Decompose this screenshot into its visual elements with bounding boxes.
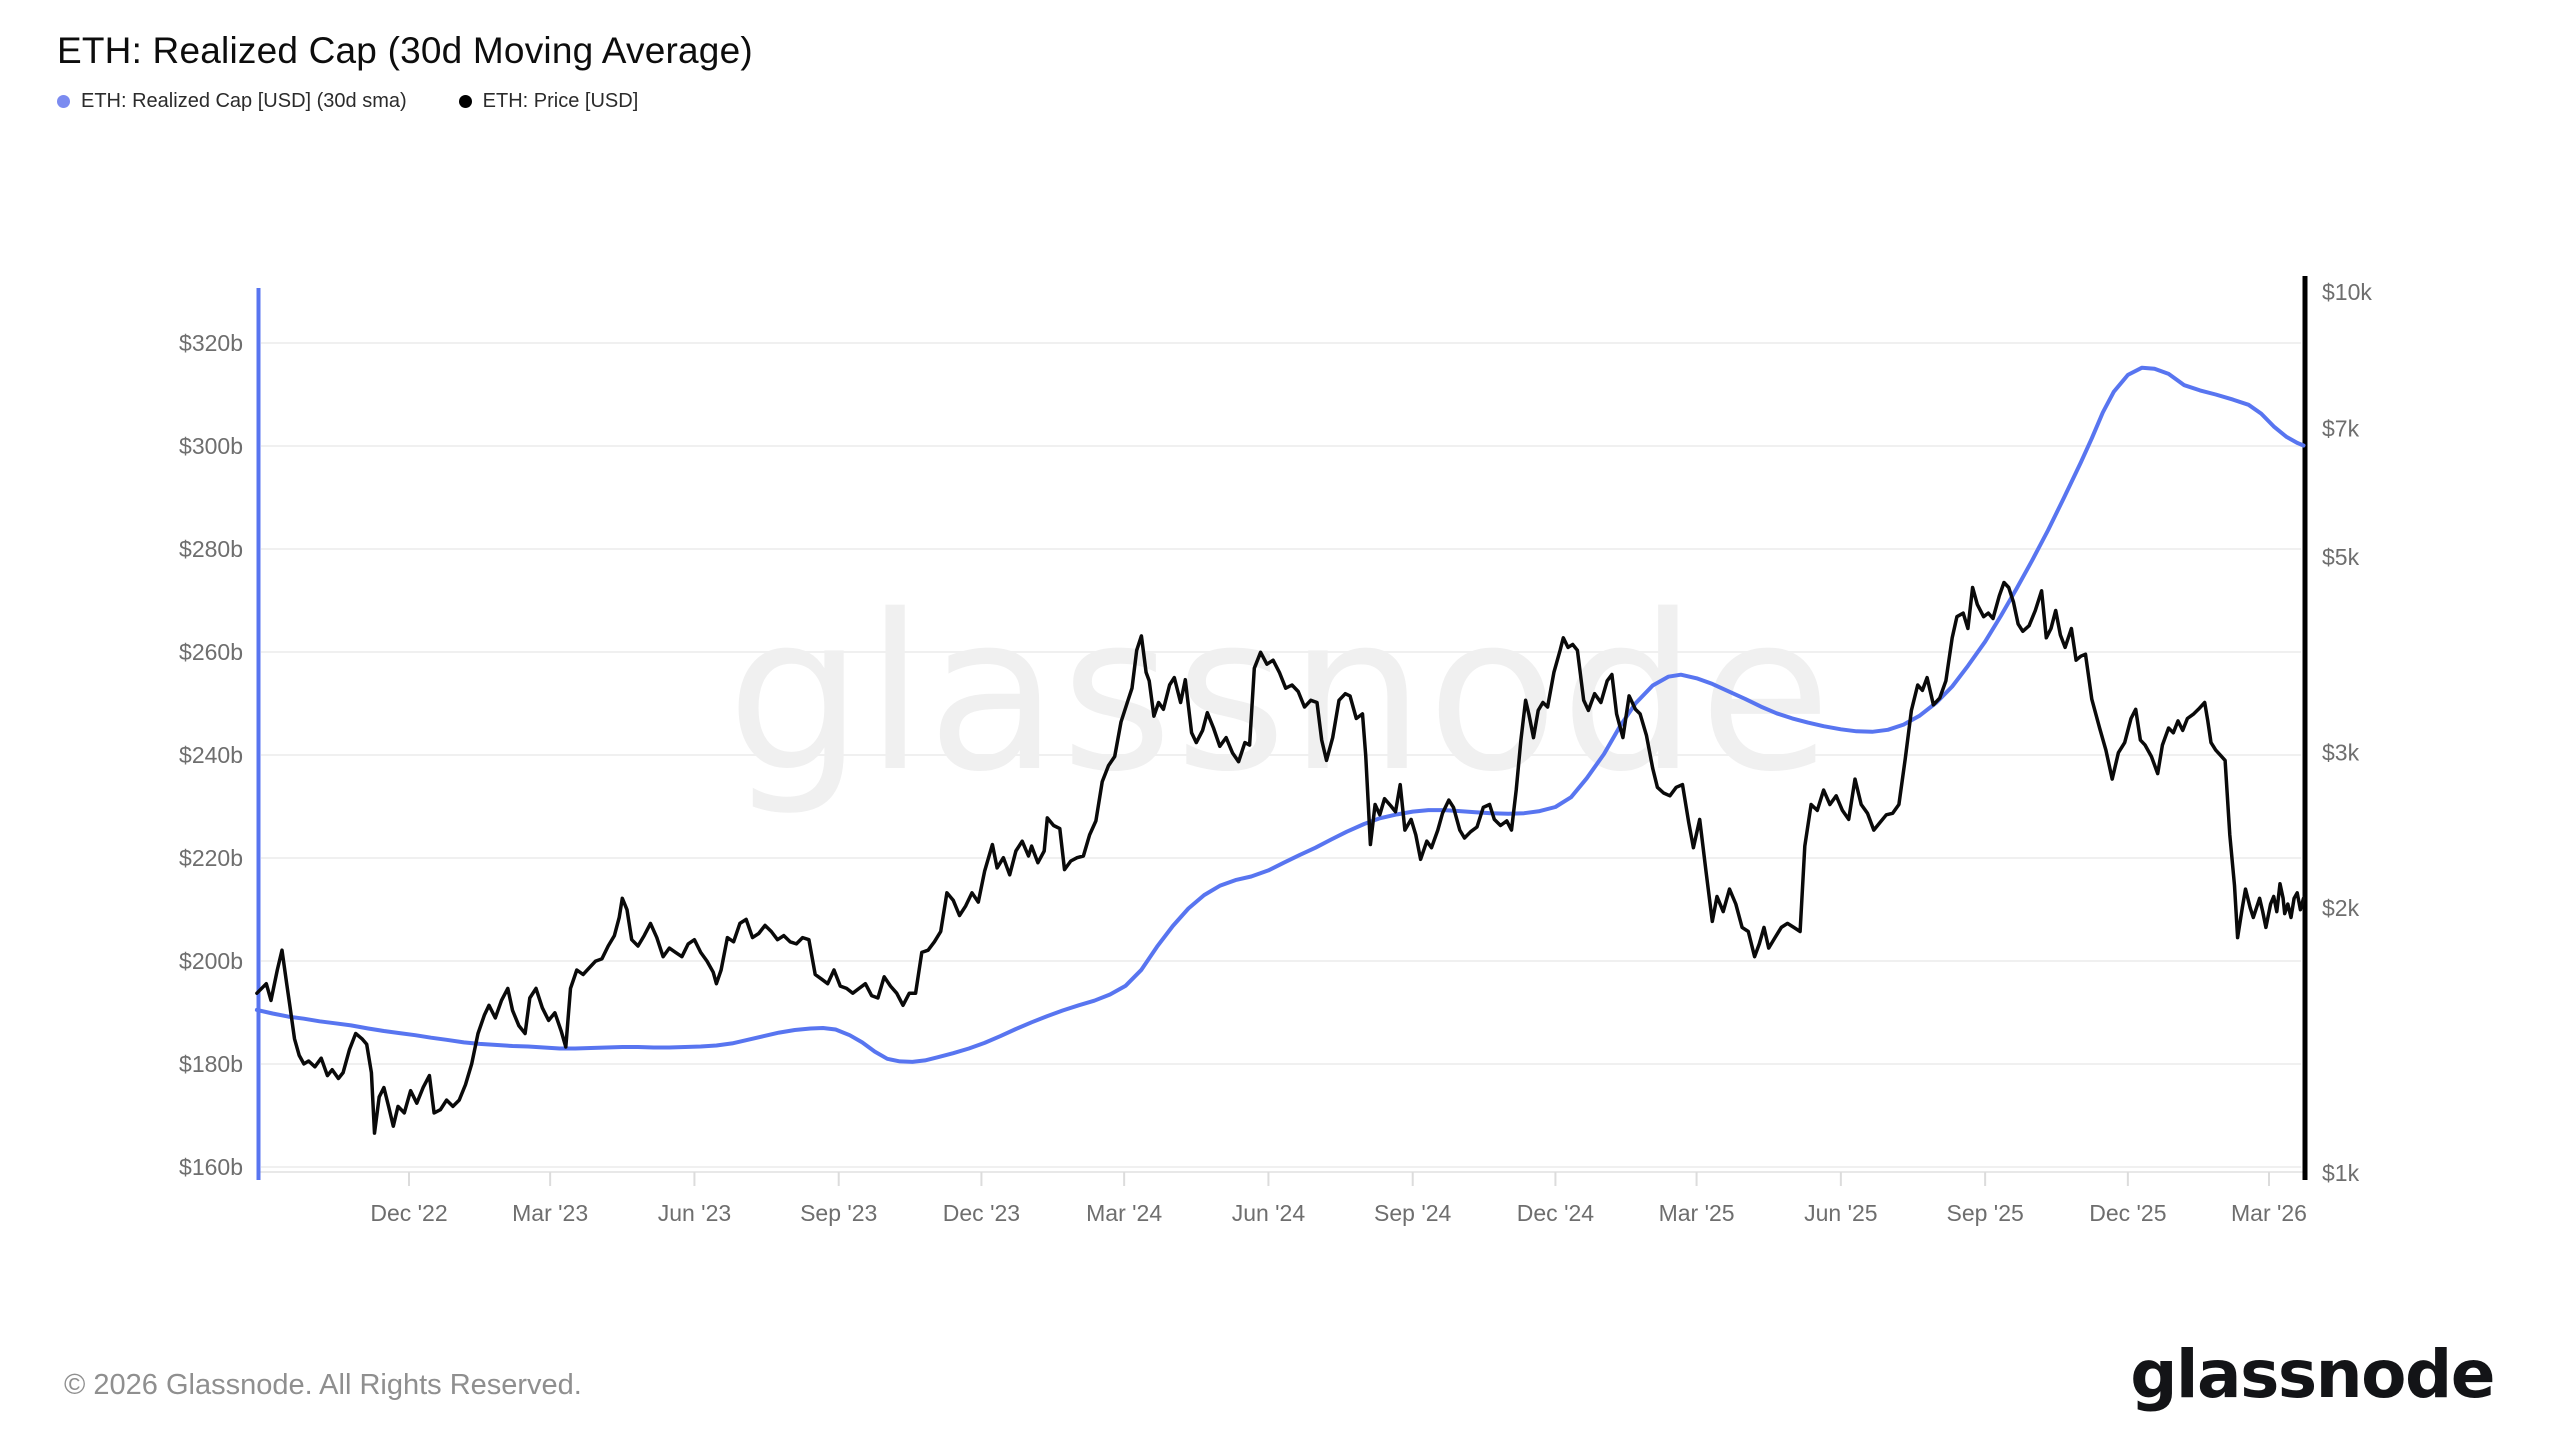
legend-item-realized-cap[interactable]: ETH: Realized Cap [USD] (30d sma) <box>57 90 407 113</box>
y-axis-label-left: $260b <box>179 639 243 665</box>
x-axis-label: Mar '23 <box>512 1200 588 1226</box>
y-axis-label-right: $2k <box>2322 895 2360 921</box>
x-axis-label: Mar '24 <box>1086 1200 1162 1226</box>
legend: ETH: Realized Cap [USD] (30d sma) ETH: P… <box>57 90 638 113</box>
gridlines <box>261 342 2301 1168</box>
y-axis-label-left: $160b <box>179 1154 243 1180</box>
legend-label-realized-cap: ETH: Realized Cap [USD] (30d sma) <box>81 90 407 112</box>
x-axis-label: Jun '24 <box>1232 1200 1306 1226</box>
x-axis-label: Jun '23 <box>658 1200 731 1226</box>
x-axis-label: Sep '23 <box>800 1200 877 1226</box>
x-axis-label: Dec '25 <box>2089 1200 2166 1226</box>
x-axis-label: Dec '24 <box>1517 1200 1594 1226</box>
y-axis-label-left: $220b <box>179 845 243 871</box>
y-axis-label-left: $320b <box>179 330 243 356</box>
x-axis-label: Dec '22 <box>370 1200 447 1226</box>
legend-dot-realized-cap-icon <box>57 95 70 108</box>
copyright-text: © 2026 Glassnode. All Rights Reserved. <box>64 1369 582 1401</box>
y-axis-label-left: $240b <box>179 742 243 768</box>
y-axis-label-right: $10k <box>2322 279 2372 305</box>
x-axis-label: Jun '25 <box>1804 1200 1877 1226</box>
realized-cap-line[interactable] <box>254 365 2306 1064</box>
y-axis-label-left: $200b <box>179 948 243 974</box>
y-axis-label-right: $3k <box>2322 740 2360 766</box>
x-axis-label: Sep '24 <box>1374 1200 1451 1226</box>
x-axis-label: Mar '26 <box>2231 1200 2307 1226</box>
y-axis-label-right: $5k <box>2322 544 2360 570</box>
x-axis-label: Dec '23 <box>943 1200 1020 1226</box>
price-line[interactable] <box>255 580 2306 1135</box>
series-lines <box>254 365 2306 1135</box>
y-axis-label-left: $300b <box>179 433 243 459</box>
x-axis-label: Mar '25 <box>1659 1200 1735 1226</box>
y-axis-label-right: $1k <box>2322 1160 2360 1186</box>
y-axis-label-left: $280b <box>179 536 243 562</box>
legend-item-price[interactable]: ETH: Price [USD] <box>458 90 639 113</box>
page-title: ETH: Realized Cap (30d Moving Average) <box>57 30 753 71</box>
glassnode-logo: glassnode <box>2130 1336 2495 1413</box>
legend-dot-price-icon <box>458 95 472 108</box>
y-axis-label-right: $7k <box>2322 415 2360 441</box>
legend-label-price: ETH: Price [USD] <box>482 90 639 112</box>
x-axis-label: Sep '25 <box>1946 1200 2023 1226</box>
axes: $320b $300b $280b $260b $240b $220b $200b $180b… <box>179 276 2372 1226</box>
y-axis-label-left: $180b <box>179 1051 243 1077</box>
